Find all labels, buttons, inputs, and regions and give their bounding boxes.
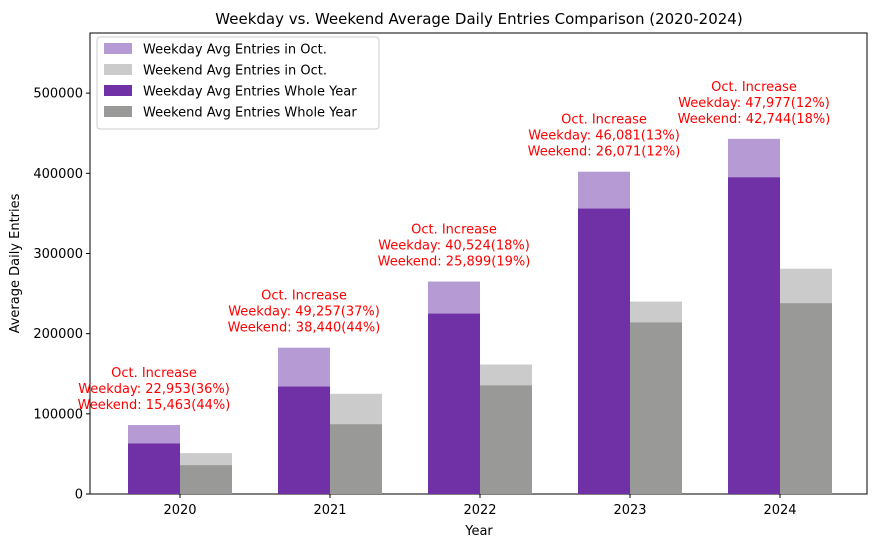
- x-tick-label-2022: 2022: [463, 503, 496, 518]
- annotation-line: Weekday: 40,524(18%): [378, 239, 530, 254]
- legend-swatch: [104, 64, 132, 75]
- chart-title: Weekday vs. Weekend Average Daily Entrie…: [215, 10, 742, 28]
- x-tick-label-2020: 2020: [163, 503, 196, 518]
- annotation-line: Weekend: 38,440(44%): [228, 321, 381, 336]
- legend-frame: [96, 36, 380, 130]
- bar-weekday-whole-year-2023: [578, 208, 630, 494]
- bar-weekend-whole-year-2021: [330, 424, 382, 494]
- bar-weekday-whole-year-2022: [428, 313, 480, 494]
- annotation-line: Oct. Increase: [411, 223, 497, 238]
- annotation-line: Weekday: 22,953(36%): [78, 382, 230, 397]
- annotation-2020: Oct. Increase Weekday: 22,953(36%) Weekend…: [78, 366, 231, 413]
- y-tick-label: 400000: [33, 167, 83, 182]
- bar-weekend-whole-year-2024: [780, 303, 832, 494]
- bar-weekday-whole-year-2020: [128, 443, 180, 494]
- y-tick-label: 0: [75, 488, 83, 503]
- bar-weekday-whole-year-2024: [728, 177, 780, 494]
- bars-group: [128, 138, 832, 494]
- annotation-line: Oct. Increase: [111, 366, 197, 381]
- bar-weekend-whole-year-2023: [630, 322, 682, 494]
- y-tick-label: 500000: [33, 87, 83, 102]
- bar-weekend-whole-year-2022: [480, 385, 532, 494]
- annotation-line: Oct. Increase: [261, 289, 347, 304]
- y-tick-label: 200000: [33, 327, 83, 342]
- bar-weekend-whole-year-2020: [180, 465, 232, 494]
- annotation-2021: Oct. Increase Weekday: 49,257(37%) Weekend…: [228, 289, 381, 336]
- x-tick-label-2024: 2024: [763, 503, 796, 518]
- legend-label: Weekend Avg Entries in Oct.: [143, 64, 327, 79]
- annotation-2024: Oct. Increase Weekday: 47,977(12%) Weekend…: [678, 80, 831, 127]
- annotation-line: Oct. Increase: [711, 80, 797, 95]
- legend-swatch: [104, 85, 132, 96]
- y-axis-label: Average Daily Entries: [8, 193, 23, 333]
- annotation-line: Weekday: 46,081(13%): [528, 129, 680, 144]
- y-tick-label: 300000: [33, 247, 83, 262]
- annotation-line: Weekend: 42,744(18%): [678, 112, 831, 127]
- annotation-2023: Oct. Increase Weekday: 46,081(13%) Weekend…: [528, 113, 681, 160]
- legend: Weekday Avg Entries in Oct. Weekend Avg E…: [96, 36, 380, 130]
- annotation-2022: Oct. Increase Weekday: 40,524(18%) Weekend…: [378, 223, 531, 270]
- legend-label: Weekday Avg Entries in Oct.: [143, 43, 327, 58]
- x-tick-label-2021: 2021: [313, 503, 346, 518]
- y-axis: 0 100000 200000 300000 400000 500000: [33, 87, 90, 503]
- legend-label: Weekday Avg Entries Whole Year: [143, 85, 357, 100]
- annotation-line: Oct. Increase: [561, 113, 647, 128]
- x-tick-label-2023: 2023: [613, 503, 646, 518]
- bar-weekday-whole-year-2021: [278, 386, 330, 494]
- annotation-line: Weekday: 47,977(12%): [678, 96, 830, 111]
- y-tick-label: 100000: [33, 407, 83, 422]
- x-axis: 2020 2021 2022 2023 2024: [163, 494, 797, 518]
- legend-swatch: [104, 106, 132, 117]
- legend-swatch: [104, 43, 132, 54]
- annotation-line: Weekend: 15,463(44%): [78, 398, 231, 413]
- annotations-group: Oct. Increase Weekday: 22,953(36%) Weekend…: [78, 80, 831, 413]
- x-axis-label: Year: [464, 524, 493, 539]
- annotation-line: Weekday: 49,257(37%): [228, 305, 380, 320]
- legend-label: Weekend Avg Entries Whole Year: [143, 106, 357, 121]
- annotation-line: Weekend: 26,071(12%): [528, 145, 681, 160]
- annotation-line: Weekend: 25,899(19%): [378, 255, 531, 270]
